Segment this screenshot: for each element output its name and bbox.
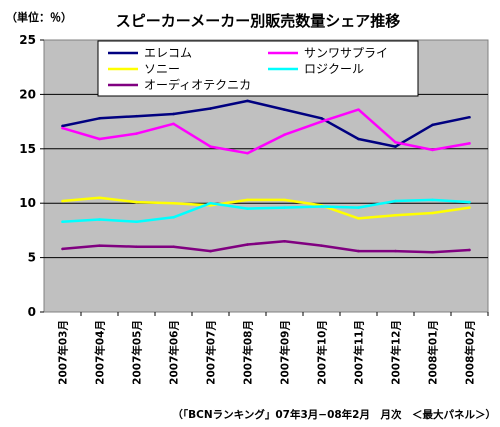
data-point [98, 137, 101, 141]
data-point [135, 200, 138, 204]
x-tick-label: 2007年11月 [353, 320, 366, 385]
data-point [172, 122, 175, 126]
x-tick-label: 2007年08月 [242, 320, 255, 385]
data-point [431, 198, 434, 202]
data-point [283, 198, 286, 202]
data-point [135, 245, 138, 249]
x-tick-label: 2007年07月 [205, 320, 218, 385]
x-tick-label: 2007年10月 [316, 320, 329, 385]
data-point [209, 201, 212, 205]
data-point [61, 124, 64, 128]
data-point [468, 248, 471, 252]
data-point [394, 199, 397, 203]
legend-label: ソニー [144, 62, 180, 76]
data-point [431, 250, 434, 254]
data-point [283, 239, 286, 243]
data-point [468, 115, 471, 119]
y-tick-label: 5 [28, 251, 36, 265]
chart-title: スピーカーメーカー別販売数量シェア推移 [116, 12, 400, 30]
x-tick-label: 2007年03月 [57, 320, 70, 385]
data-point [61, 199, 64, 203]
data-point [283, 133, 286, 136]
data-point [246, 243, 249, 246]
legend-label: ロジクール [304, 62, 364, 76]
unit-label: （単位：％） [6, 10, 72, 24]
data-point [135, 220, 138, 223]
x-tick-label: 2008年02月 [464, 320, 477, 385]
y-tick-label: 15 [19, 142, 36, 156]
data-point [468, 206, 471, 209]
data-point [431, 123, 434, 127]
y-tick-label: 25 [19, 33, 36, 47]
data-point [246, 198, 249, 202]
y-tick-label: 20 [19, 87, 36, 101]
series-line [62, 198, 470, 223]
series-line [62, 240, 470, 254]
data-point [283, 206, 286, 209]
legend-label: エレコム [144, 46, 192, 60]
x-tick-label: 2007年04月 [94, 320, 107, 385]
series-line [62, 196, 470, 220]
legend-box [97, 40, 419, 97]
series-group [61, 99, 471, 254]
data-point [320, 205, 323, 208]
data-point [357, 217, 360, 220]
x-axis: 2007年03月 2007年04月 2007年05月 2007年06月 2007年07月… [57, 312, 489, 385]
data-point [357, 137, 360, 141]
x-tick-label: 2007年12月 [390, 320, 403, 385]
data-point [172, 112, 175, 116]
y-tick-label: 10 [19, 196, 36, 210]
data-point [394, 145, 397, 148]
data-point [98, 244, 101, 247]
data-point [61, 247, 64, 251]
data-point [246, 151, 249, 155]
data-point [431, 211, 434, 215]
data-point [172, 201, 175, 205]
data-point [172, 245, 175, 249]
source-note: （「BCNランキング」07年3月−08年2月 月次 ＜最大パネル＞） [172, 408, 496, 421]
data-point [320, 244, 323, 247]
data-point [246, 99, 249, 103]
y-tick-label: 0 [28, 305, 36, 319]
data-point [209, 107, 212, 110]
data-point [394, 249, 397, 253]
data-point [394, 140, 397, 144]
data-point [320, 120, 323, 123]
data-point [172, 216, 175, 219]
data-point [61, 126, 64, 130]
x-tick-label: 2008年01月 [427, 320, 440, 385]
data-point [135, 114, 138, 118]
data-point [209, 145, 212, 148]
data-point [283, 108, 286, 111]
x-tick-label: 2007年06月 [168, 320, 181, 385]
data-point [320, 117, 323, 120]
data-point [468, 142, 471, 145]
data-point [246, 207, 249, 210]
legend-label: オーディオテクニカ [144, 77, 251, 92]
x-tick-label: 2007年05月 [131, 320, 144, 385]
data-point [209, 249, 212, 253]
data-point [357, 249, 360, 253]
data-point [98, 218, 101, 221]
data-point [135, 132, 138, 135]
legend-label: サンワサプライ [304, 46, 388, 60]
data-point [468, 200, 471, 204]
data-point [357, 108, 360, 111]
x-tick-label: 2007年09月 [279, 320, 292, 385]
data-point [431, 148, 434, 152]
series-line [62, 108, 470, 155]
data-point [357, 206, 360, 209]
data-point [394, 213, 397, 217]
data-point [98, 196, 101, 200]
data-point [61, 220, 64, 223]
data-point [98, 117, 101, 120]
y-axis: 0 5 10 15 20 25 [19, 33, 44, 319]
